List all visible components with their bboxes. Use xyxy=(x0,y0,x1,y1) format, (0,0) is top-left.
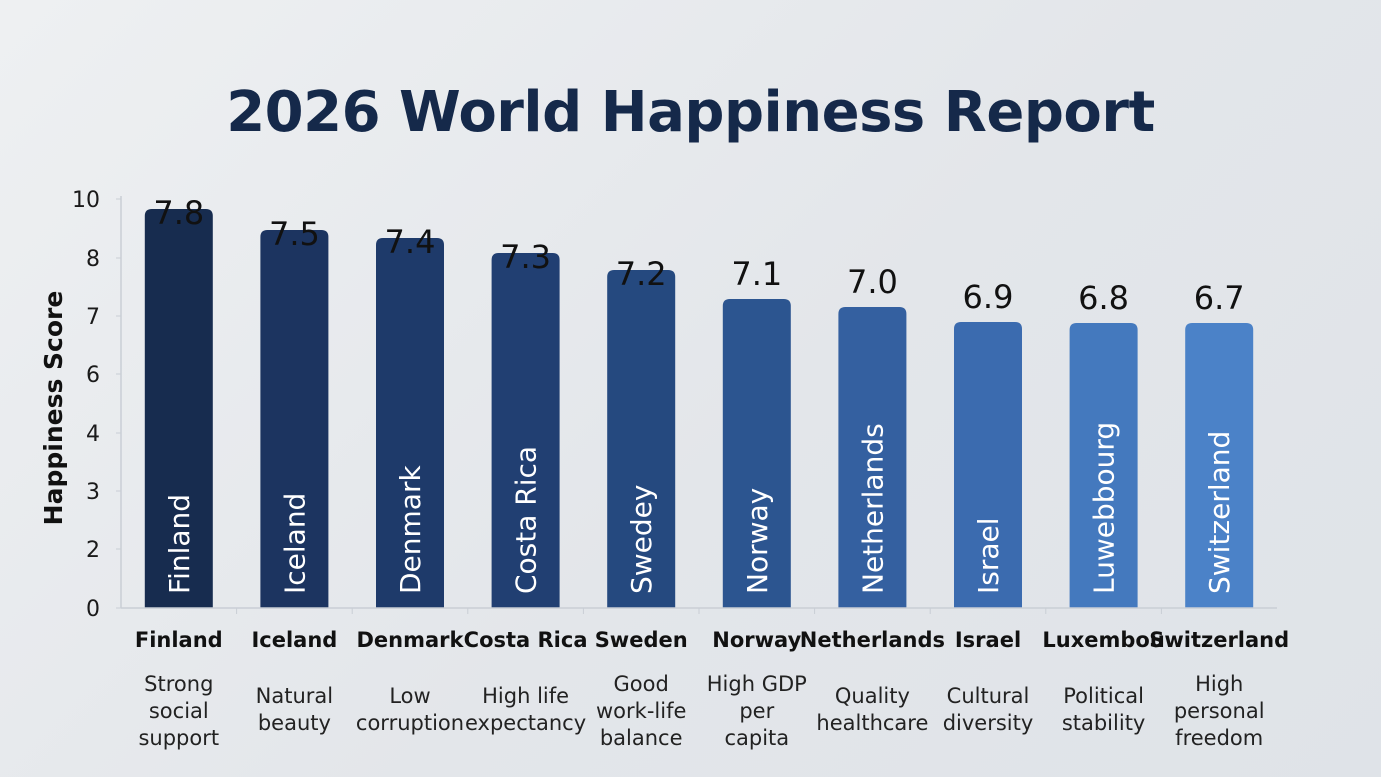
bar xyxy=(1185,323,1254,608)
bar-value-label: 7.5 xyxy=(269,215,320,253)
y-tick-label: 2 xyxy=(86,538,100,563)
bar-inner-label: Finland xyxy=(163,494,196,594)
bar-value-label: 7.0 xyxy=(847,263,898,301)
bar-inner-label: Denmark xyxy=(394,465,427,594)
x-reason-label: beauty xyxy=(258,711,331,735)
x-category-label: Iceland xyxy=(251,628,337,652)
x-reason-label: High life xyxy=(482,684,569,708)
bar-inner-label: Israel xyxy=(972,517,1005,594)
x-reason-label: Quality xyxy=(835,684,910,708)
bar-value-label: 7.2 xyxy=(616,255,667,293)
x-category-label: Finland xyxy=(135,628,223,652)
x-reason-label: social xyxy=(149,699,209,723)
bar-inner-label: Netherlands xyxy=(856,423,889,594)
x-reason-label: diversity xyxy=(943,711,1034,735)
x-reason-label: High xyxy=(1195,672,1243,696)
bar xyxy=(260,230,329,608)
x-reason-label: Low xyxy=(389,684,430,708)
bar-value-label: 7.1 xyxy=(731,255,782,293)
x-category-label: Netherlands xyxy=(800,628,945,652)
x-axis: Finland Strong social support Iceland Natural… xyxy=(121,607,1289,750)
bar-inner-label: Iceland xyxy=(278,493,311,594)
x-reason-label: healthcare xyxy=(816,711,928,735)
x-reason-label: Strong xyxy=(144,672,213,696)
bar-inner-label: Norway xyxy=(741,488,774,594)
x-reason-label: High GDP xyxy=(707,672,807,696)
bar xyxy=(376,238,444,608)
bar-value-label: 7.3 xyxy=(500,238,551,276)
y-axis-title: Happiness Score xyxy=(39,291,68,526)
x-reason-label: Political xyxy=(1063,684,1144,708)
bar-inner-label: Luwebbourg xyxy=(1088,422,1121,594)
x-reason-label: Natural xyxy=(256,684,333,708)
x-reason-label: work-life xyxy=(596,699,686,723)
x-category-label: Costa Rica xyxy=(464,628,588,652)
bar xyxy=(722,299,791,608)
x-reason-label: capita xyxy=(724,726,789,750)
bar xyxy=(954,322,1022,608)
x-category-label: Switzerland xyxy=(1149,628,1289,652)
bar-inner-label: Swedey xyxy=(625,485,658,594)
x-reason-label: Good xyxy=(614,672,669,696)
bar xyxy=(838,307,907,608)
bar xyxy=(607,270,676,608)
chart-title: 2026 World Happiness Report xyxy=(226,80,1155,145)
y-tick-label: 3 xyxy=(86,480,100,505)
x-category-label: Israel xyxy=(955,628,1021,652)
y-axis: 0 2 3 4 6 7 8 10 Happiness Score xyxy=(39,188,122,622)
x-category-label: Sweden xyxy=(595,628,688,652)
bar xyxy=(1069,323,1138,608)
bar xyxy=(491,253,560,608)
x-reason-label: stability xyxy=(1062,711,1146,735)
bar-value-label: 6.7 xyxy=(1194,279,1245,317)
x-reason-label: support xyxy=(138,726,219,750)
x-reason-label: freedom xyxy=(1175,726,1263,750)
y-tick-label: 8 xyxy=(86,247,100,272)
x-reason-label: per xyxy=(739,699,774,723)
bar-value-label: 6.8 xyxy=(1078,279,1129,317)
y-tick-label: 10 xyxy=(72,188,100,213)
bar-value-label: 7.4 xyxy=(385,223,436,261)
y-tick-label: 4 xyxy=(86,422,100,447)
x-category-label: Luxembou xyxy=(1042,628,1164,652)
bar-value-label: 7.8 xyxy=(153,194,204,232)
x-reason-label: expectancy xyxy=(465,711,586,735)
bar-inner-label: Switzerland xyxy=(1203,431,1236,594)
x-reason-label: corruption xyxy=(356,711,464,735)
bar-value-label: 6.9 xyxy=(963,278,1014,316)
x-category-label: Denmark xyxy=(357,628,465,652)
y-tick-label: 7 xyxy=(86,305,100,330)
y-tick-label: 0 xyxy=(86,597,100,622)
x-reason-label: Cultural xyxy=(947,684,1030,708)
bar-inner-label: Costa Rica xyxy=(510,446,543,594)
y-tick-label: 6 xyxy=(86,363,100,388)
bar xyxy=(144,209,213,608)
x-reason-label: balance xyxy=(600,726,683,750)
x-category-label: Norway xyxy=(712,628,801,652)
x-reason-label: personal xyxy=(1174,699,1265,723)
bars: 7.8 Finland 7.5 Iceland 7.4 Denmark 7.3 Costa R… xyxy=(144,194,1254,608)
